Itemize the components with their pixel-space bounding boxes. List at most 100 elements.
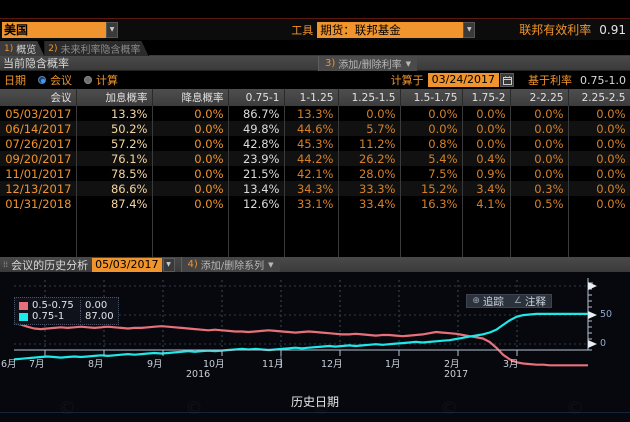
table-row[interactable]: 11/01/2017 78.5% 0.0% 21.5% 42.1% 28.0% …	[0, 166, 630, 181]
chevron-down-icon: ▼	[268, 260, 274, 269]
chart-date-dropdown-icon[interactable]: ▼	[162, 257, 175, 272]
add-remove-rate-button[interactable]: 3) 添加/删除利率 ▼	[318, 56, 418, 71]
cell-hike: 57.2%	[76, 136, 153, 151]
cell-125-15: 33.4%	[338, 196, 401, 211]
cell-cut: 0.0%	[152, 151, 229, 166]
cell-2-225: 0.0%	[510, 106, 569, 121]
radio-meeting-label: 会议	[50, 74, 72, 87]
cell-1-125: 13.3%	[284, 106, 339, 121]
cell-175-2: 0.9%	[462, 166, 511, 181]
cell-hike: 13.3%	[76, 106, 153, 121]
chart-meeting-date-input[interactable]: 05/03/2017	[92, 257, 162, 272]
cell-125-15: 0.0%	[338, 106, 401, 121]
table-row[interactable]: 12/13/2017 86.6% 0.0% 13.4% 34.3% 33.3% …	[0, 181, 630, 196]
tab-bar: 1) 概览 2) 未来利率隐含概率	[0, 40, 630, 56]
table-row[interactable]: 07/26/2017 57.2% 0.0% 42.8% 45.3% 11.2% …	[0, 136, 630, 151]
futures-field-group[interactable]: 期货：联邦基金 ▼	[317, 21, 476, 38]
chart-tools-group: ⊕ 追踪 ∠ 注释	[466, 294, 552, 308]
cell-1-125: 44.2%	[284, 151, 339, 166]
col-cut-prob[interactable]: 降息概率	[152, 89, 229, 106]
table-row[interactable]: 01/31/2018 87.4% 0.0% 12.6% 33.1% 33.4% …	[0, 196, 630, 211]
cell-meeting-date: 09/20/2017	[0, 151, 77, 166]
cell-075-1: 21.5%	[228, 166, 285, 181]
table-row[interactable]: 05/03/2017 13.3% 0.0% 86.7% 13.3% 0.0% 0…	[0, 106, 630, 121]
empty-cell	[338, 211, 401, 258]
history-analysis-panel: ⁞⁞ 会议的历史分析 05/03/2017 ▼ 4) 添加/删除系列 ▼	[0, 257, 630, 422]
track-label: 追踪	[482, 295, 504, 308]
drag-grip-icon[interactable]: ⁞⁞	[3, 260, 9, 269]
cell-15-175: 0.0%	[400, 121, 463, 136]
col-meeting[interactable]: 会议	[0, 89, 77, 106]
pencil-icon: ∠	[513, 296, 522, 306]
calc-on-label: 计算于	[390, 74, 424, 87]
ticker-input[interactable]: 美国	[2, 21, 106, 38]
table-header-row: 会议 加息概率 降息概率 0.75-1 1-1.25 1.25-1.5 1.5-…	[0, 89, 630, 106]
chart-plot-area[interactable]: 0.5-0.75 0.00 0.75-1 87.00 ⊕ 追踪 ∠ 注释	[0, 272, 630, 422]
effective-rate-value: 0.91	[599, 22, 626, 37]
tab-overview[interactable]: 1) 概览	[0, 41, 44, 56]
legend-label-0-5-0-75: 0.5-0.75	[32, 300, 74, 311]
cell-cut: 0.0%	[152, 181, 229, 196]
y-tick-marker-100	[588, 282, 597, 290]
based-on-rate-value: 0.75-1.0	[580, 73, 626, 87]
radio-meeting[interactable]: 会议	[38, 72, 72, 88]
col-hike-prob[interactable]: 加息概率	[76, 89, 153, 106]
series-line-0-5-0-75	[13, 322, 588, 367]
x-tick-label-12yue: 12月	[321, 359, 343, 370]
radio-calculate[interactable]: 计算	[84, 72, 118, 88]
cell-125-15: 33.3%	[338, 181, 401, 196]
table-row[interactable]: 09/20/2017 76.1% 0.0% 23.9% 44.2% 26.2% …	[0, 151, 630, 166]
cell-175-2: 0.0%	[462, 106, 511, 121]
tab-overview-number: 1)	[4, 43, 14, 54]
cell-1-125: 34.3%	[284, 181, 339, 196]
cell-cut: 0.0%	[152, 136, 229, 151]
col-075-1[interactable]: 0.75-1	[228, 89, 285, 106]
legend-item[interactable]: 0.75-1 87.00	[19, 311, 114, 322]
section-header-current-implied: 当前隐含概率	[0, 56, 630, 71]
cell-15-175: 5.4%	[400, 151, 463, 166]
cell-1-125: 33.1%	[284, 196, 339, 211]
futures-input[interactable]: 期货：联邦基金	[317, 21, 464, 38]
year-label-2016: 2016	[186, 369, 211, 380]
add-remove-series-number: 4)	[187, 259, 198, 270]
track-button[interactable]: ⊕ 追踪	[467, 294, 509, 309]
futures-dropdown-icon[interactable]: ▼	[463, 21, 476, 38]
radio-calculate-icon[interactable]	[84, 76, 92, 84]
tab-implied-probability[interactable]: 2) 未来利率隐含概率	[44, 41, 148, 56]
radio-meeting-icon[interactable]	[38, 76, 46, 84]
legend-swatch-0-75-1	[19, 312, 28, 321]
ticker-field-group[interactable]: 美国 ▼	[2, 21, 118, 38]
cell-225-25: 0.0%	[568, 166, 630, 181]
table-empty-area	[0, 211, 630, 258]
radio-calculate-label: 计算	[96, 74, 118, 87]
y-tick-marker-0	[588, 340, 597, 348]
legend-value-0-5-0-75: 0.00	[80, 300, 107, 311]
col-15-175[interactable]: 1.5-1.75	[400, 89, 463, 106]
cell-1-125: 45.3%	[284, 136, 339, 151]
col-225-25[interactable]: 2.25-2.5	[568, 89, 630, 106]
table-row[interactable]: 06/14/2017 50.2% 0.0% 49.8% 44.6% 5.7% 0…	[0, 121, 630, 136]
legend-item[interactable]: 0.5-0.75 0.00	[19, 300, 114, 311]
col-1-125[interactable]: 1-1.25	[284, 89, 339, 106]
annotate-button[interactable]: ∠ 注释	[509, 294, 551, 309]
col-2-225[interactable]: 2-2.25	[510, 89, 569, 106]
cell-075-1: 49.8%	[228, 121, 285, 136]
cell-225-25: 0.0%	[568, 106, 630, 121]
x-tick-label-8yue: 8月	[88, 359, 104, 370]
cell-175-2: 4.1%	[462, 196, 511, 211]
calendar-icon[interactable]	[500, 73, 515, 87]
y-tick-marker-50	[588, 311, 597, 319]
x-tick-label-10yue: 10月	[203, 359, 225, 370]
col-125-15[interactable]: 1.25-1.5	[338, 89, 401, 106]
cell-125-15: 28.0%	[338, 166, 401, 181]
cell-hike: 76.1%	[76, 151, 153, 166]
add-remove-series-button[interactable]: 4) 添加/删除系列 ▼	[180, 257, 280, 272]
ticker-dropdown-icon[interactable]: ▼	[106, 21, 118, 38]
empty-cell	[400, 211, 463, 258]
year-label-2017: 2017	[444, 369, 469, 380]
col-175-2[interactable]: 1.75-2	[462, 89, 511, 106]
calc-date-input[interactable]: 03/24/2017	[427, 73, 500, 87]
cell-2-225: 0.0%	[510, 166, 569, 181]
x-tick-label-11yue: 11月	[262, 359, 284, 370]
tab-implied-probability-number: 2)	[48, 43, 58, 54]
